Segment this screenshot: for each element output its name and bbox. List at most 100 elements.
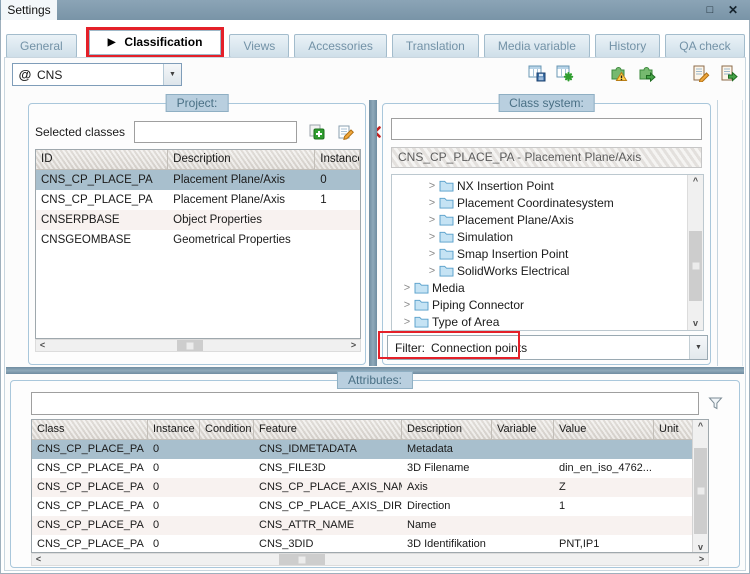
chevron-right-icon[interactable]: > [428,264,436,277]
attributes-table-row[interactable]: CNS_CP_PLACE_PA 0 CNS_ATTR_NAME Name [32,516,694,535]
tree-item-label: Simulation [457,229,514,244]
project-table-row[interactable]: CNS_CP_PLACE_PA Placement Plane/Axis 0 [36,170,360,190]
attributes-table-row[interactable]: CNS_CP_PLACE_PA 0 CNS_3DID 3D Identifika… [32,535,694,552]
attributes-table-row[interactable]: CNS_CP_PLACE_PA 0 CNS_CP_PLACE_AXIS_DIR … [32,497,694,516]
scroll-left-icon[interactable]: < [32,554,45,565]
chevron-right-icon[interactable]: > [428,196,436,209]
chevron-right-icon[interactable]: > [428,213,436,226]
tab-classification[interactable]: ▶ Classification [88,30,222,55]
tree-item-solidworks-electrical[interactable]: > SolidWorks Electrical [392,262,687,279]
selected-class-display: CNS_CP_PLACE_PA - Placement Plane/Axis [391,147,702,168]
tab-general[interactable]: General [6,34,77,58]
attributes-table-row[interactable]: CNS_CP_PLACE_PA 0 CNS_FILE3D 3D Filename… [32,459,694,478]
titlebar[interactable]: Settings □ ✕ [0,0,750,20]
tree-item-smap-insertion-point[interactable]: > Smap Insertion Point [392,245,687,262]
scrollbar-thumb[interactable] [689,231,702,301]
filter-dropdown[interactable]: Filter: Connection points ▼ [387,335,708,360]
tab-strip: General ▶ Classification Views Accessori… [6,27,745,58]
attributes-table-row[interactable]: CNS_CP_PLACE_PA 0 CNS_IDMETADATA Metadat… [32,440,694,459]
scrollbar-track[interactable] [693,433,708,541]
project-horizontal-scrollbar[interactable]: < > [35,339,361,352]
chevron-right-icon[interactable]: > [403,281,411,294]
tree-item-piping-connector[interactable]: > Piping Connector [392,296,687,313]
selected-classes-input[interactable] [134,121,298,143]
tree-item-media[interactable]: > Media [392,279,687,296]
tree-item-simulation[interactable]: > Simulation [392,228,687,245]
scrollbar-thumb[interactable] [279,554,325,565]
scroll-down-icon[interactable]: v [693,541,708,552]
maximize-button[interactable]: □ [706,4,714,16]
selected-classes-label: Selected classes [35,125,126,139]
tab-qa-check[interactable]: QA check [665,34,745,58]
scroll-up-icon[interactable]: ^ [688,175,703,188]
chevron-right-icon[interactable]: > [428,247,436,260]
insert-model-icon[interactable] [638,65,656,82]
attributes-vertical-scrollbar[interactable]: ^ v [692,420,708,552]
scroll-right-icon[interactable]: > [347,340,360,351]
tab-media-variable[interactable]: Media variable [483,34,590,58]
chevron-right-icon[interactable]: > [428,179,436,192]
save-scheme-icon[interactable] [528,65,546,82]
scroll-right-icon[interactable]: > [695,554,708,565]
scroll-down-icon[interactable]: v [688,317,703,330]
tree-item-label: Media [432,280,465,295]
vertical-splitter[interactable] [369,100,377,366]
project-table-row[interactable]: CNSGEOMBASE Geometrical Properties [36,230,360,250]
attributes-group-header: Attributes: [336,371,414,389]
funnel-filter-icon[interactable] [708,396,723,411]
scrollbar-track[interactable] [45,554,695,565]
column-header-variable[interactable]: Variable [492,420,554,439]
column-header-value[interactable]: Value [554,420,654,439]
check-model-warning-icon[interactable] [610,65,628,82]
tab-history[interactable]: History [594,34,661,58]
filter-label: Filter: [395,340,425,355]
tree-item-placement-coordinatesystem[interactable]: > Placement Coordinatesystem [392,194,687,211]
scrollbar-track[interactable] [49,340,347,351]
add-class-icon[interactable] [309,124,325,140]
new-scheme-icon[interactable] [556,65,574,82]
tree-item-label: SolidWorks Electrical [457,263,570,278]
column-header-class[interactable]: Class [32,420,148,439]
scroll-left-icon[interactable]: < [36,340,49,351]
project-table-row[interactable]: CNS_CP_PLACE_PA Placement Plane/Axis 1 [36,190,360,210]
tab-accessories[interactable]: Accessories [294,34,387,58]
chevron-right-icon[interactable]: > [428,230,436,243]
edit-report-icon[interactable] [692,65,710,82]
tab-translation[interactable]: Translation [391,34,479,58]
column-header-id[interactable]: ID [36,150,169,169]
export-report-icon[interactable] [720,65,738,82]
cell-description: Metadata [407,443,453,455]
cell-feature: CNS_ATTR_NAME [259,519,355,531]
column-header-instance[interactable]: Instance [315,150,360,169]
tab-views[interactable]: Views [229,34,290,58]
class-system-search-input[interactable] [391,118,702,140]
window-title: Settings [1,0,57,20]
column-header-condition[interactable]: Condition [200,420,254,439]
scheme-dropdown-button[interactable]: ▼ [163,64,181,85]
chevron-right-icon[interactable]: > [403,315,411,328]
cell-instance: 0 [153,462,160,474]
filter-dropdown-button[interactable]: ▼ [689,336,707,359]
close-button[interactable]: ✕ [727,3,739,17]
column-header-description[interactable]: Description [168,150,316,169]
attributes-table-row[interactable]: CNS_CP_PLACE_PA 0 CNS_CP_PLACE_AXIS_NAME… [32,478,694,497]
project-table-row[interactable]: CNSERPBASE Object Properties [36,210,360,230]
column-header-unit[interactable]: Unit [654,420,694,439]
edit-class-icon[interactable] [338,124,355,140]
scheme-combobox[interactable]: @ CNS ▼ [12,63,182,86]
scroll-up-icon[interactable]: ^ [693,420,708,433]
tree-item-nx-insertion-point[interactable]: > NX Insertion Point [392,177,687,194]
tree-item-type-of-area[interactable]: > Type of Area [392,313,687,330]
attributes-filter-input[interactable] [31,391,699,415]
chevron-right-icon[interactable]: > [403,298,411,311]
attributes-horizontal-scrollbar[interactable]: < > [31,553,709,566]
column-header-feature[interactable]: Feature [254,420,402,439]
scrollbar-thumb[interactable] [177,340,204,351]
tree-item-placement-plane-axis[interactable]: > Placement Plane/Axis [392,211,687,228]
scrollbar-track[interactable] [688,188,703,317]
tree-vertical-scrollbar[interactable]: ^ v [687,175,703,330]
column-header-description[interactable]: Description [402,420,492,439]
horizontal-splitter[interactable] [6,367,744,374]
column-header-instance[interactable]: Instance [148,420,200,439]
scrollbar-thumb[interactable] [694,448,707,534]
